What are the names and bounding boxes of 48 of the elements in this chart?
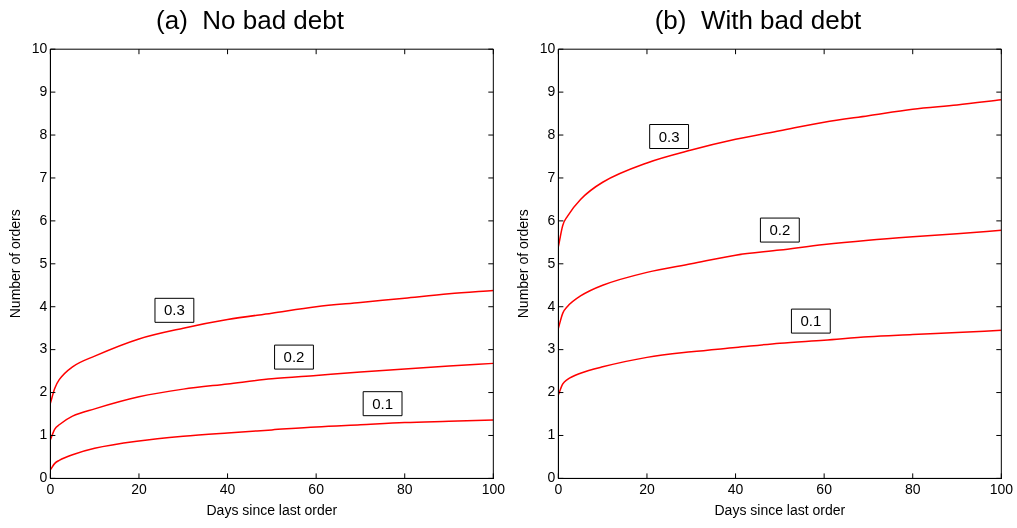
series-label: 0.3	[163, 301, 185, 319]
series-label: 0.1	[800, 312, 822, 330]
x-tick-label: 40	[727, 480, 744, 497]
x-tick-label: 20	[131, 480, 147, 497]
y-tick-label: 7	[547, 168, 556, 185]
line-series	[50, 362, 494, 441]
series-label: 0.2	[283, 348, 305, 366]
y-tick-label: 3	[39, 340, 48, 357]
y-axis-title: Number of orders	[7, 209, 24, 319]
chart-title: (b) With bad debt	[654, 4, 863, 35]
y-tick-label: 0	[39, 469, 48, 486]
x-axis-title: Days since last order	[206, 502, 338, 519]
series-label: 0.1	[372, 394, 394, 412]
y-tick-label: 5	[547, 254, 556, 271]
y-tick-label: 9	[39, 82, 48, 99]
x-tick-label: 60	[816, 480, 833, 497]
line-series	[50, 419, 494, 471]
x-tick-label: 80	[904, 480, 921, 497]
y-tick-label: 2	[39, 383, 48, 400]
y-tick-label: 10	[31, 40, 48, 57]
line-series	[558, 99, 1002, 248]
y-tick-label: 0	[547, 469, 556, 486]
series-label: 0.2	[769, 221, 791, 239]
y-tick-label: 4	[39, 297, 48, 314]
x-tick-label: 40	[219, 480, 236, 497]
x-tick-label: 20	[639, 480, 655, 497]
y-tick-label: 6	[547, 211, 556, 228]
y-tick-label: 1	[39, 426, 48, 443]
y-tick-label: 1	[547, 426, 556, 443]
chart-title: (a) No bad debt	[156, 4, 345, 35]
x-tick-label: 100	[481, 480, 506, 497]
y-tick-label: 8	[547, 125, 556, 142]
y-tick-label: 4	[547, 297, 556, 314]
x-tick-label: 100	[989, 480, 1014, 497]
x-tick-label: 60	[308, 480, 325, 497]
y-tick-label: 10	[539, 40, 556, 57]
y-axis-title: Number of orders	[515, 209, 532, 319]
series-label: 0.3	[658, 127, 680, 145]
y-tick-label: 3	[547, 340, 556, 357]
y-tick-label: 8	[39, 125, 48, 142]
y-tick-label: 5	[39, 254, 48, 271]
x-tick-label: 80	[396, 480, 413, 497]
y-tick-label: 7	[39, 168, 48, 185]
y-tick-label: 2	[547, 383, 556, 400]
y-tick-label: 6	[39, 211, 48, 228]
x-axis-title: Days since last order	[714, 502, 846, 519]
y-tick-label: 9	[547, 82, 556, 99]
line-series	[558, 329, 1002, 396]
